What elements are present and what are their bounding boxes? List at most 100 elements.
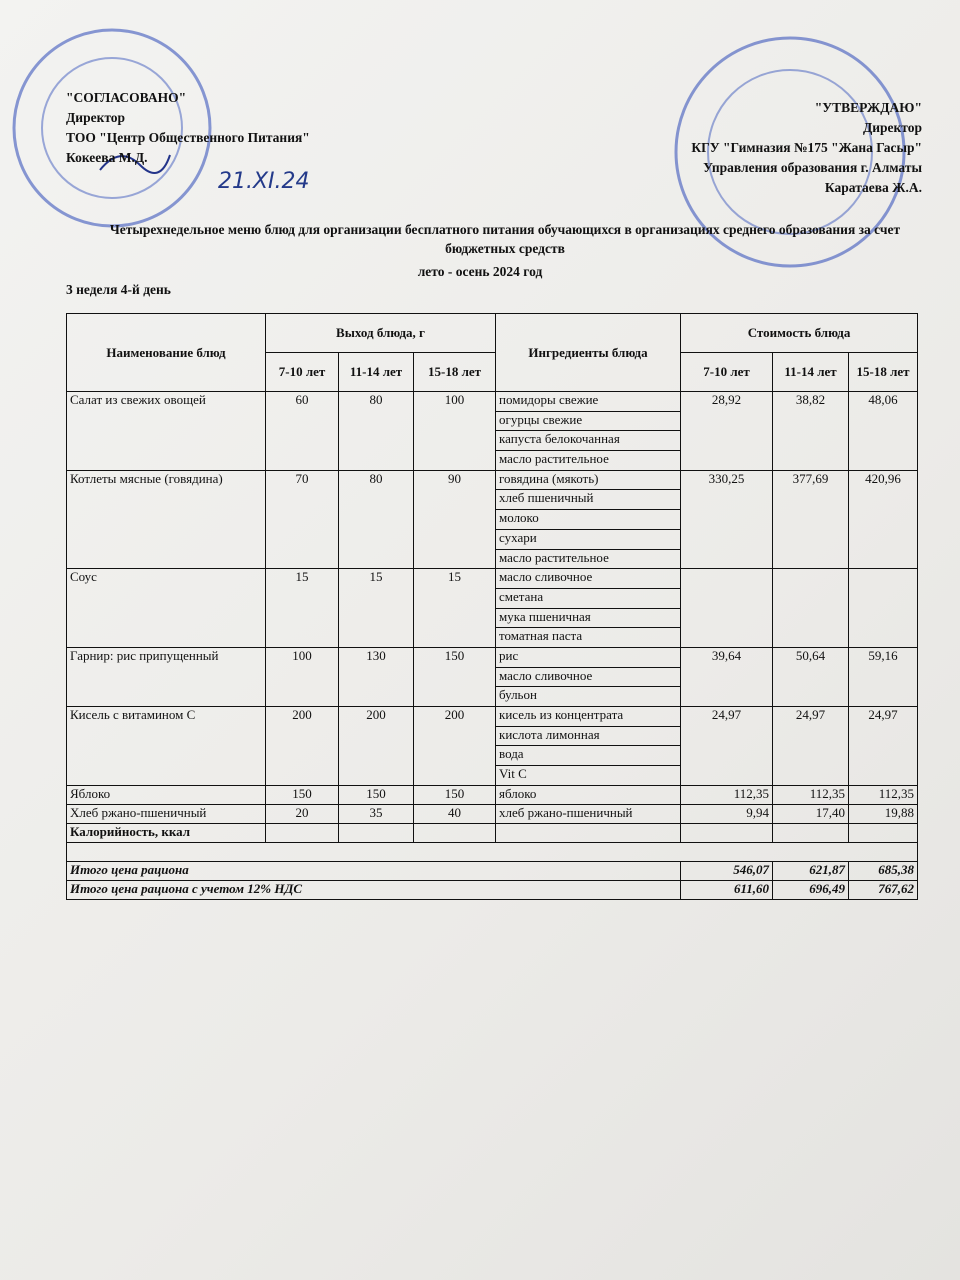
dish-cost: 59,16	[848, 646, 919, 708]
ingredient: рис	[495, 646, 682, 668]
dish-cost: 48,06	[848, 391, 919, 471]
dish-yield: 130	[338, 646, 414, 708]
ingredient: вода	[495, 745, 682, 767]
dish-yield: 20	[265, 803, 339, 824]
dish-yield: 150	[412, 646, 497, 708]
empty-cell	[772, 822, 850, 843]
ingredient: капуста белокочанная	[495, 430, 682, 452]
calories-row: Калорийность, ккал	[66, 822, 919, 843]
dish-name: Хлеб ржано-пшеничный	[66, 803, 266, 824]
header-yield: Выход блюда, г	[264, 313, 497, 353]
approval-line: Управления образования г. Алматы	[703, 160, 922, 175]
dish-cost	[680, 568, 774, 648]
dish-row: томатная паста	[67, 627, 918, 648]
empty-cell	[680, 822, 774, 843]
approval-right: "УТВЕРЖДАЮ" Директор КГУ "Гимназия №175 "Ж…	[691, 98, 922, 198]
day: 3 неделя 4-й день	[66, 282, 171, 297]
approval-line: Директор	[862, 120, 922, 135]
dish-yield: 100	[412, 391, 497, 471]
dish-yield: 40	[412, 803, 497, 824]
dish-row: Салат из свежих овощей 60 80 100 помидоры св…	[66, 391, 919, 471]
dish-name: Котлеты мясные (говядина)	[66, 469, 266, 570]
season: лето - осень 2024 год	[417, 264, 543, 279]
approval-line: КГУ "Гимназия №175 "Жана Гасыр"	[691, 140, 922, 155]
total-row: Итого цена рациона 546,07 621,87 685,38	[65, 860, 919, 881]
age-header: 7-10 лет	[680, 352, 774, 392]
header-row: 7-10 лет 11-14 лет 15-18 лет 7-10 лет 11-14 …	[67, 352, 919, 392]
dish-yield: 150	[265, 784, 339, 805]
ingredient: масло растительное	[495, 450, 682, 471]
dish-row: Яблоко 150 150 150 яблоко 112,35 112,35 112,35	[66, 784, 919, 805]
dish-yield: 200	[338, 706, 414, 786]
dish-cost: 17,40	[772, 803, 850, 824]
dish-cost: 377,69	[772, 469, 850, 570]
dish-cost: 112,35	[680, 784, 774, 805]
ingredient: масло сливочное	[495, 666, 682, 688]
header-row: Наименование блюд Выход блюда, г Ингредиен…	[66, 313, 919, 392]
title: Четырехнедельное меню блюд для организац…	[109, 222, 901, 256]
dish-row: Кисель с витамином С 200 200 200 кисель из к…	[66, 706, 919, 786]
dish-yield: 70	[265, 469, 339, 570]
empty-cell	[65, 841, 919, 862]
ingredient: сухари	[495, 528, 682, 550]
dish-row: Котлеты мясные (говядина) 70 80 90 говядина …	[66, 469, 919, 570]
dish-cost: 24,97	[680, 706, 774, 786]
dish-yield: 80	[338, 391, 414, 471]
dish-name: Яблоко	[66, 784, 266, 805]
dish-cost: 420,96	[848, 469, 919, 570]
ingredient: бульон	[495, 686, 682, 707]
dish-cost: 24,97	[772, 706, 850, 786]
dish-yield: 15	[412, 568, 497, 648]
total-label: Итого цена рациона с учетом 12% НДС	[65, 879, 682, 900]
ingredient: мука пшеничная	[495, 607, 682, 629]
dish-cost: 19,88	[848, 803, 919, 824]
ingredient: молоко	[495, 509, 682, 530]
dish-name: Соус	[66, 568, 266, 648]
ingredient: кислота лимонная	[495, 725, 682, 747]
dish-row: Соус 15 15 15 масло сливочное	[66, 568, 919, 648]
dish-cost: 50,64	[772, 646, 850, 708]
dish-row: хлеб пшеничный	[67, 489, 918, 511]
ingredient: масло растительное	[495, 548, 682, 570]
dish-yield: 90	[412, 469, 497, 570]
ingredient: кисель из концентрата	[495, 706, 682, 727]
ingredient: хлеб пшеничный	[495, 489, 682, 511]
age-header: 15-18 лет	[848, 352, 919, 392]
total-value: 767,62	[848, 879, 919, 900]
ingredient: томатная паста	[495, 627, 682, 648]
dish-cost: 112,35	[848, 784, 919, 805]
ingredient: огурцы свежие	[495, 410, 682, 432]
dish-cost	[848, 568, 919, 648]
header-name: Наименование блюд	[66, 313, 266, 392]
total-label: Итого цена рациона	[65, 860, 682, 881]
ingredient: Vit C	[495, 765, 682, 786]
menu-table: Наименование блюд Выход блюда, г Ингредиен…	[65, 313, 919, 900]
empty-cell	[265, 822, 339, 843]
dish-cost: 28,92	[680, 391, 774, 471]
dish-yield: 15	[265, 568, 339, 648]
ingredient: хлеб ржано-пшеничный	[495, 803, 682, 824]
approval-line: "УТВЕРЖДАЮ"	[814, 100, 922, 115]
dish-yield: 200	[412, 706, 497, 786]
dish-yield: 60	[265, 391, 339, 471]
dish-yield: 15	[338, 568, 414, 648]
dish-yield: 200	[265, 706, 339, 786]
approval-line: ТОО "Центр Общественного Питания"	[66, 130, 310, 145]
empty-cell	[848, 822, 919, 843]
calories-label: Калорийность, ккал	[66, 822, 266, 843]
dish-cost: 24,97	[848, 706, 919, 786]
blank-row	[65, 841, 919, 862]
dish-yield: 80	[338, 469, 414, 570]
total-value: 696,49	[772, 879, 850, 900]
dish-cost: 39,64	[680, 646, 774, 708]
total-row: Итого цена рациона с учетом 12% НДС 611,6…	[65, 879, 919, 900]
dish-cost: 38,82	[772, 391, 850, 471]
dish-row: Хлеб ржано-пшеничный 20 35 40 хлеб ржано-пше…	[66, 803, 919, 824]
total-value: 546,07	[680, 860, 774, 881]
dish-cost	[772, 568, 850, 648]
dish-row: мука пшеничная	[67, 607, 918, 629]
header-cost: Стоимость блюда	[680, 313, 919, 353]
dish-row: Гарнир: рис припущенный 100 130 150 рис 39,64…	[66, 646, 919, 708]
age-header: 11-14 лет	[772, 352, 850, 392]
